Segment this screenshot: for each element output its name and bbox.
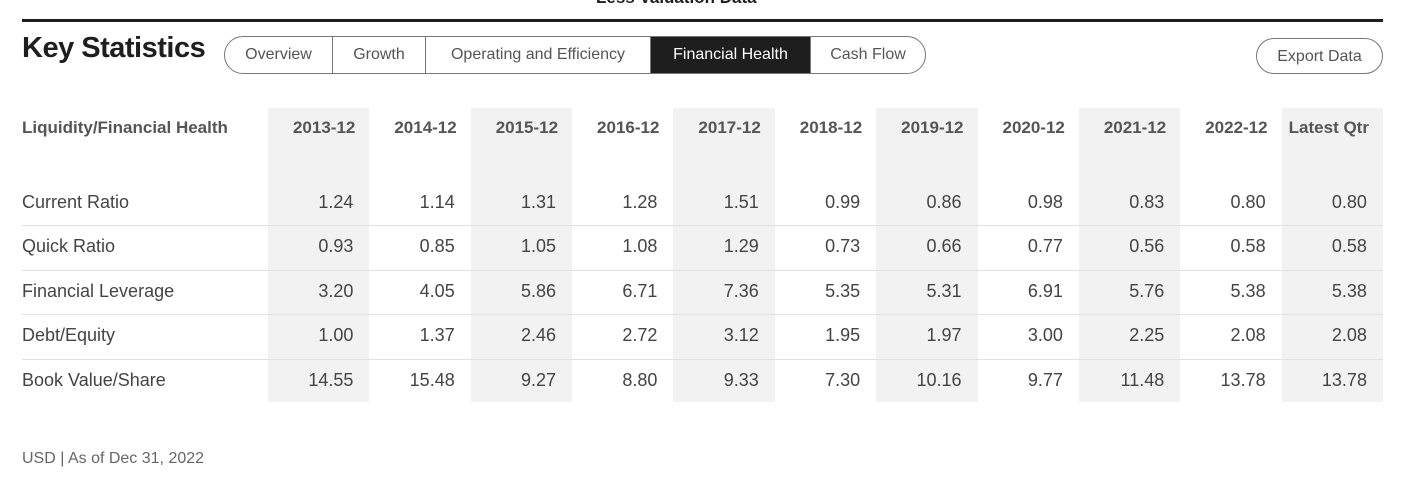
row-separator: [22, 314, 1383, 315]
column-header: 2018-12: [799, 118, 863, 137]
cell-value: 1.95: [825, 325, 861, 345]
footnote: USD | As of Dec 31, 2022: [22, 450, 205, 467]
tab[interactable]: Overview: [245, 46, 312, 63]
cell-value: 0.58: [1331, 236, 1367, 256]
column-header: Latest Qtr: [1288, 118, 1369, 137]
cell-value: 1.51: [723, 192, 759, 212]
export-button[interactable]: Export Data: [1256, 38, 1383, 74]
cell-value: 2.25: [1129, 325, 1165, 345]
row-label: Book Value/Share: [22, 370, 166, 390]
tab[interactable]: Cash Flow: [810, 37, 925, 73]
column-header: 2021-12: [1103, 118, 1167, 137]
cell-value: 0.56: [1129, 236, 1165, 256]
cell-value: 15.48: [409, 370, 455, 390]
cell-value: 1.28: [622, 192, 658, 212]
row-label: Current Ratio: [22, 192, 130, 212]
column-header: 2020-12: [1002, 118, 1065, 137]
column-shade: [1281, 108, 1383, 402]
cell-value: 1.05: [521, 236, 557, 256]
cell-value: 2.46: [521, 325, 557, 345]
cell-value: 5.31: [926, 281, 962, 301]
cell-value: 9.33: [723, 370, 759, 390]
cell-value: 0.93: [318, 236, 354, 256]
cell-value: 1.29: [723, 236, 759, 256]
cell-value: 0.80: [1331, 192, 1367, 212]
column-header: Liquidity/Financial Health: [22, 118, 228, 137]
cell-value: 7.30: [825, 370, 861, 390]
column-shade: [268, 108, 370, 402]
cell-value: 13.78: [1321, 370, 1367, 390]
cell-value: 3.20: [318, 281, 354, 301]
cell-value: 1.08: [622, 236, 658, 256]
column-shade: [876, 108, 978, 402]
row-label: Financial Leverage: [22, 281, 175, 301]
column-header: 2015-12: [495, 118, 559, 137]
cell-value: 11.48: [1120, 370, 1165, 390]
cell-value: 0.86: [926, 192, 962, 212]
column-shade: [673, 108, 775, 402]
tab-group: Overview Growth Operating and Efficiency Fi…: [224, 36, 926, 74]
tab[interactable]: Operating and Efficiency: [425, 37, 650, 73]
column-header: 2014-12: [394, 118, 457, 137]
row-separator: [22, 270, 1383, 271]
cell-value: 0.58: [1230, 236, 1266, 256]
cell-value: 2.72: [622, 325, 658, 345]
cell-value: 13.78: [1220, 370, 1266, 390]
cell-value: 1.24: [318, 192, 354, 212]
cell-value: 9.77: [1027, 370, 1063, 390]
column-header: 2017-12: [698, 118, 761, 137]
cell-value: 1.31: [521, 192, 557, 212]
cell-value: 3.12: [723, 325, 759, 345]
cell-value: 14.55: [308, 370, 354, 390]
row-separator: [22, 225, 1383, 226]
cell-value: 5.35: [825, 281, 861, 301]
row-label: Quick Ratio: [22, 236, 116, 256]
row-label: Debt/Equity: [22, 325, 116, 345]
cell-value: 0.66: [926, 236, 962, 256]
cell-value: 9.27: [521, 370, 557, 390]
cell-value: 0.80: [1230, 192, 1266, 212]
tab[interactable]: Financial Health: [650, 37, 810, 73]
cell-value: 0.73: [825, 236, 861, 256]
cell-value: 5.38: [1331, 281, 1367, 301]
column-header: 2016-12: [597, 118, 660, 137]
cell-value: 2.08: [1230, 325, 1266, 345]
cell-value: 1.14: [419, 192, 455, 212]
cell-value: 0.77: [1027, 236, 1063, 256]
cell-value: 5.86: [521, 281, 557, 301]
cell-value: 5.38: [1230, 281, 1266, 301]
section-title: Key Statistics: [22, 32, 206, 64]
column-header: 2019-12: [901, 118, 964, 137]
cell-value: 7.36: [723, 281, 759, 301]
cell-value: 0.98: [1027, 192, 1063, 212]
cell-value: 6.91: [1027, 281, 1063, 301]
column-header: 2013-12: [292, 118, 356, 137]
cell-value: 0.85: [419, 236, 455, 256]
row-separator: [22, 359, 1383, 360]
toggle-link[interactable]: Less Valuation Data: [596, 0, 757, 8]
cell-value: 6.71: [622, 281, 658, 301]
column-shade: [470, 108, 573, 402]
cell-value: 1.00: [318, 325, 354, 345]
cell-value: 10.16: [916, 370, 962, 390]
tab[interactable]: Growth: [332, 37, 425, 73]
cell-value: 0.83: [1129, 192, 1165, 212]
cell-value: 1.97: [926, 325, 962, 345]
column-header: 2022-12: [1205, 118, 1268, 137]
cell-value: 8.80: [622, 370, 658, 390]
column-shade: [1078, 108, 1181, 402]
cell-value: 0.99: [825, 192, 861, 212]
top-rule: [22, 19, 1383, 22]
cell-value: 5.76: [1129, 281, 1165, 301]
cell-value: 1.37: [419, 325, 455, 345]
cell-value: 4.05: [419, 281, 455, 301]
cell-value: 2.08: [1331, 325, 1367, 345]
cell-value: 3.00: [1027, 325, 1063, 345]
